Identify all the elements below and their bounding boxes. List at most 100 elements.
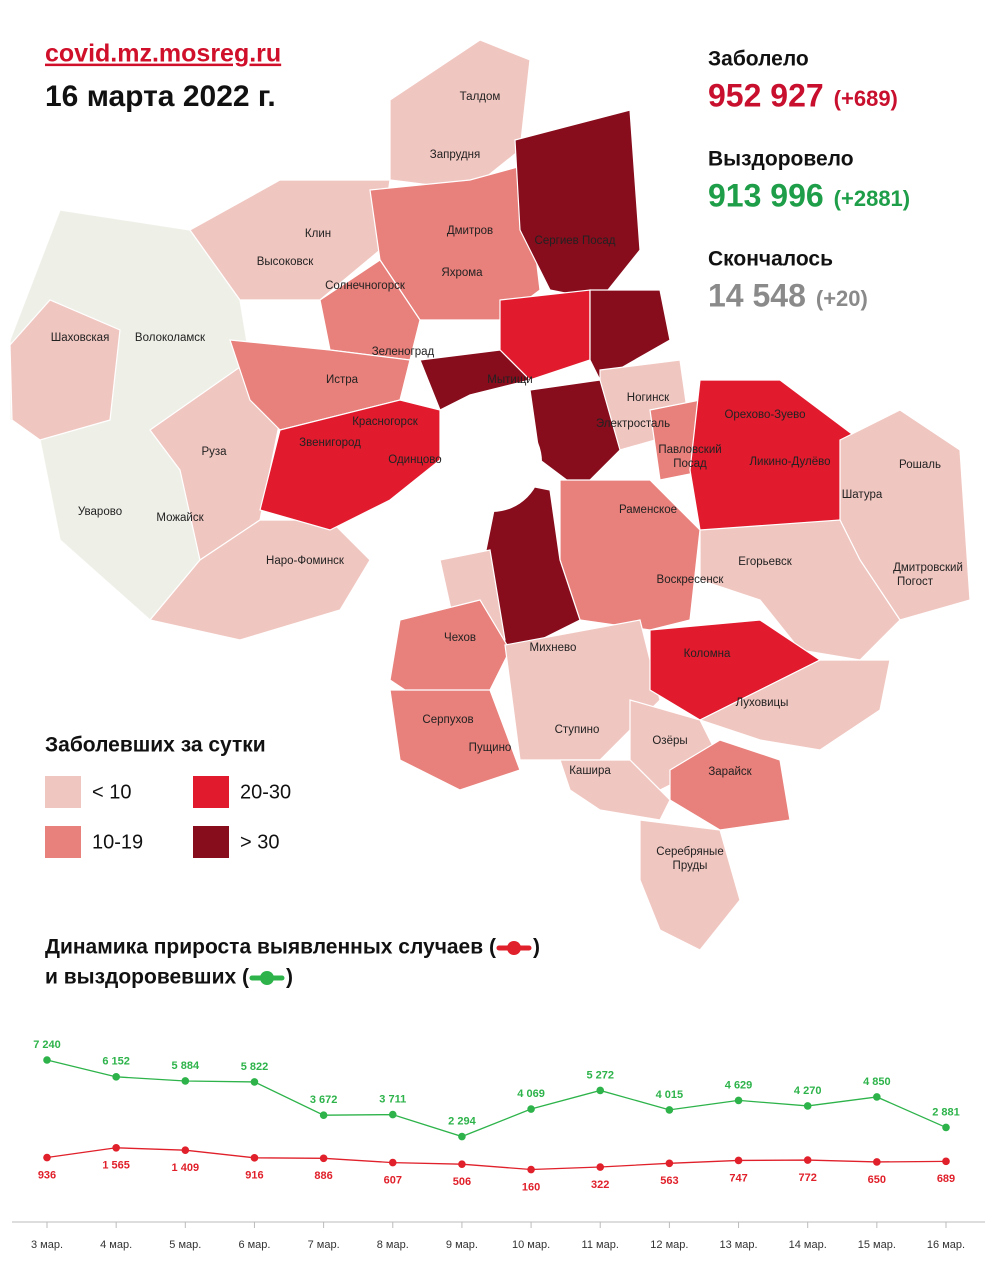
legend-title: Заболевших за сутки — [45, 734, 266, 757]
series-line — [46, 1147, 947, 1171]
map-label: Павловский — [658, 444, 721, 456]
value-label: 689 — [937, 1173, 955, 1185]
map-region — [148, 519, 371, 641]
map-label: Коломна — [684, 648, 731, 660]
map-label: Воскресенск — [657, 574, 725, 586]
map-label: Уварово — [78, 506, 122, 518]
map-label: Пруды — [673, 860, 708, 872]
value-label: 650 — [868, 1174, 886, 1186]
map-label: Можайск — [156, 512, 204, 524]
stat-value: 913 996 — [708, 177, 824, 213]
chart-title: ) — [286, 966, 293, 989]
value-label: 4 629 — [725, 1079, 753, 1091]
x-tick-label: 13 мар. — [719, 1239, 757, 1251]
map-region — [559, 479, 701, 631]
map-label: Зарайск — [708, 766, 752, 778]
value-label: 4 069 — [517, 1088, 545, 1100]
map-label: Ступино — [555, 724, 600, 736]
legend-label: 10-19 — [92, 831, 143, 853]
map-label: Мытищи — [487, 374, 532, 386]
map-label: Сергиев Посад — [535, 235, 616, 247]
map-label: Высоковск — [257, 256, 314, 268]
value-label: 322 — [591, 1179, 609, 1191]
x-tick-label: 15 мар. — [858, 1239, 896, 1251]
value-label: 1 565 — [102, 1160, 130, 1172]
map-label: Ликино-Дулёво — [749, 456, 830, 468]
value-label: 160 — [522, 1181, 540, 1193]
value-label: 747 — [729, 1172, 747, 1184]
point — [250, 1154, 259, 1162]
point — [734, 1096, 743, 1105]
value-label: 936 — [38, 1169, 56, 1181]
map-region — [698, 659, 891, 751]
value-label: 6 152 — [102, 1056, 130, 1068]
x-tick-label: 11 мар. — [582, 1239, 619, 1251]
point — [527, 1105, 535, 1113]
legend-label: 20-30 — [240, 781, 291, 803]
x-tick-label: 4 мар. — [100, 1239, 132, 1251]
series-line — [46, 1059, 947, 1138]
legend-label: < 10 — [92, 781, 131, 803]
point — [873, 1158, 881, 1166]
value-label: 4 270 — [794, 1085, 822, 1097]
value-label: 1 409 — [172, 1162, 200, 1174]
stat-delta: (+20) — [816, 286, 868, 311]
map-label: Яхрома — [441, 267, 483, 279]
map-label: Егорьевск — [738, 556, 793, 568]
x-tick-label: 12 мар. — [650, 1239, 688, 1251]
point — [319, 1154, 328, 1163]
map-label: Шаховская — [51, 332, 110, 344]
value-label: 4 015 — [656, 1089, 684, 1101]
point — [181, 1146, 190, 1155]
map-label: Солнечногорск — [325, 280, 406, 292]
point — [458, 1132, 466, 1141]
point — [388, 1110, 397, 1119]
point — [388, 1158, 397, 1167]
map-label: Чехов — [444, 632, 476, 644]
point — [596, 1163, 605, 1171]
map-label: Кашира — [569, 765, 611, 777]
value-label: 4 850 — [863, 1076, 891, 1088]
x-tick-label: 9 мар. — [446, 1239, 478, 1251]
map-label: Запрудня — [430, 149, 481, 161]
x-tick-label: 14 мар. — [789, 1239, 827, 1251]
map-label: Зеленоград — [372, 346, 435, 358]
point — [734, 1156, 743, 1165]
point — [596, 1086, 605, 1095]
map-region — [389, 689, 521, 791]
map-region — [259, 399, 441, 531]
legend-swatch — [193, 776, 229, 808]
map-region — [559, 759, 671, 821]
map-label: Дмитровский — [893, 562, 963, 574]
map-region — [9, 299, 121, 441]
point — [873, 1093, 881, 1101]
value-label: 3 711 — [379, 1093, 406, 1105]
stat-label: Выздоровело — [708, 148, 854, 171]
map-label: Луховицы — [736, 697, 789, 709]
point — [319, 1111, 328, 1119]
map-label: Талдом — [460, 91, 501, 103]
legend-swatch — [45, 826, 81, 858]
legend-label: > 30 — [240, 831, 279, 853]
map-region — [389, 39, 531, 191]
map-label: Серебряные — [656, 846, 723, 858]
legend-swatch — [45, 776, 81, 808]
x-tick-label: 8 мар. — [377, 1239, 409, 1251]
legend-icon-dot — [259, 971, 274, 985]
map-label: Электросталь — [596, 418, 670, 430]
map-label: Звенигород — [299, 437, 361, 449]
map-region — [499, 289, 591, 381]
value-label: 5 822 — [241, 1061, 269, 1073]
value-label: 3 672 — [310, 1094, 338, 1106]
map-label: Пущино — [469, 742, 512, 754]
map-label: Михнево — [530, 642, 577, 654]
stat-label: Скончалось — [708, 248, 833, 271]
value-label: 916 — [245, 1170, 263, 1182]
point — [942, 1157, 950, 1166]
x-tick-label: 7 мар. — [308, 1239, 340, 1251]
map-label: Волоколамск — [135, 332, 206, 344]
chart-title: Динамика прироста выявленных случаев ( — [45, 936, 496, 959]
stat-label: Заболело — [708, 48, 809, 71]
map-label: Одинцово — [388, 454, 441, 466]
